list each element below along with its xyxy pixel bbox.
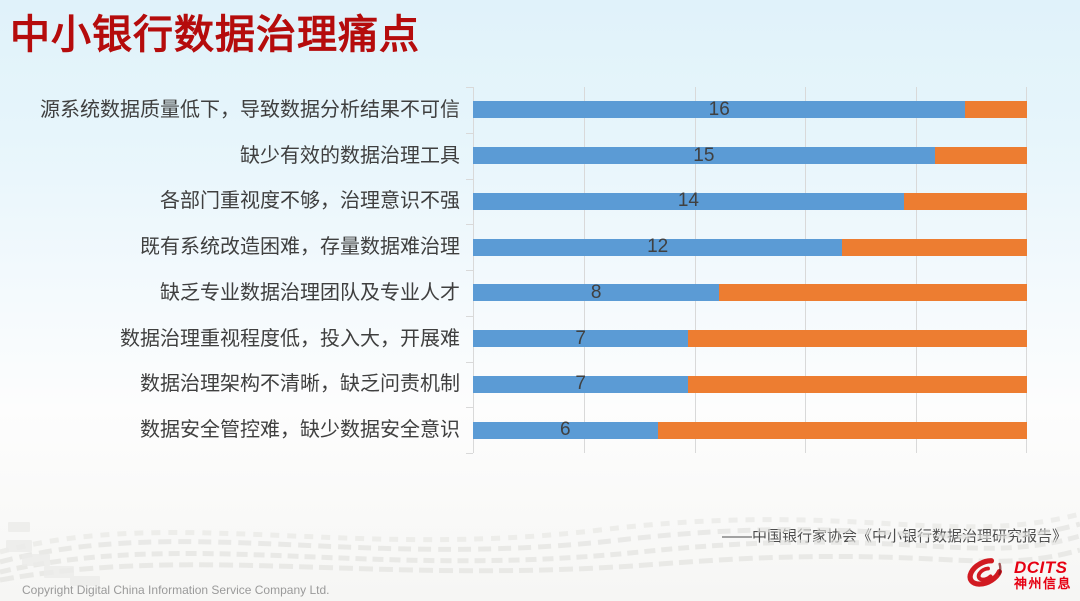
axis-tick [466,361,473,363]
category-label: 缺少有效的数据治理工具 [240,144,460,167]
gridline [805,87,807,453]
dcits-logo-brand: DCITS [1013,558,1068,578]
gridline [473,87,474,453]
chart-row: 数据治理架构不清晰，缺乏问责机制 7 [0,362,1027,408]
category-label: 数据治理重视程度低，投入大，开展难 [120,327,460,350]
bar-value-label: 15 [693,144,715,166]
bar-track: 7 [473,373,1027,395]
gridline [1026,87,1027,453]
bar-track: 7 [473,327,1027,349]
page-title: 中小银行数据治理痛点 [10,13,420,57]
axis-tick [466,270,473,271]
bar-track: 8 [473,281,1027,303]
bar-track: 16 [473,98,1027,120]
bar-segment-orange [934,147,1027,165]
category-label: 各部门重视度不够，治理意识不强 [160,190,460,213]
plot-area [466,87,1027,454]
pain-points-chart: 源系统数据质量低下，导致数据分析结果不可信 16 缺少有效的数据治理工具 15 各部门重… [0,87,1027,454]
bar-segment-blue: 12 [473,236,843,258]
bar-track: 6 [473,419,1027,441]
bar-value-label: 8 [590,281,602,303]
chart-row: 数据治理重视程度低，投入大，开展难 7 [0,316,1027,362]
category-label: 源系统数据质量低下，导致数据分析结果不可信 [40,98,460,121]
bar-segment-blue: 6 [473,419,658,441]
bar-value-label: 7 [575,327,586,349]
axis-tick [466,224,473,226]
bar-segment-blue: 16 [473,98,966,120]
copyright-text: Copyright Digital China Information Serv… [22,583,330,597]
chart-row: 各部门重视度不够，治理意识不强 14 [0,179,1027,225]
bar-segment-blue: 15 [473,144,935,166]
bar-value-label: 7 [575,373,586,395]
chart-row: 数据安全管控难，缺少数据安全意识 6 [0,407,1027,453]
dcits-logo-chinese: 神州信息 [1013,576,1072,592]
bar-track: 12 [473,236,1027,258]
bar-track: 15 [473,144,1027,166]
category-label: 既有系统改造困难，存量数据难治理 [140,236,460,259]
axis-tick [466,178,473,180]
category-label: 缺乏专业数据治理团队及专业人才 [160,281,460,304]
chart-row: 缺少有效的数据治理工具 15 [0,133,1027,179]
axis-tick [466,407,473,409]
bar-segment-orange [657,421,1027,439]
gridline [583,87,585,453]
bar-segment-orange [903,192,1027,210]
bar-value-label: 14 [677,190,699,212]
source-citation: ——中国银行家协会《中小银行数据治理研究报告》 [721,528,1067,545]
bar-segment-blue: 7 [473,327,689,349]
chart-row: 源系统数据质量低下，导致数据分析结果不可信 16 [0,87,1027,133]
category-label: 数据安全管控难，缺少数据安全意识 [140,419,460,442]
bar-value-label: 12 [647,236,669,258]
bar-segment-orange [719,284,1027,302]
gridline [694,87,696,453]
chart-row: 缺乏专业数据治理团队及专业人才 8 [0,270,1027,316]
bar-segment-orange [842,238,1027,256]
category-label: 数据治理架构不清晰，缺乏问责机制 [140,373,460,396]
axis-tick [466,453,473,454]
dcits-logo: DCITS 神州信息 [960,555,1072,595]
axis-tick [466,132,473,134]
chart-row: 既有系统改造困难，存量数据难治理 12 [0,224,1027,270]
bar-track: 14 [473,190,1027,212]
bar-segment-blue: 14 [473,190,904,212]
axis-tick [466,315,473,317]
bar-rows: 源系统数据质量低下，导致数据分析结果不可信 16 缺少有效的数据治理工具 15 各部门重… [0,87,1027,453]
bar-segment-orange [688,375,1027,393]
gridline [916,87,918,453]
bar-value-label: 16 [708,98,730,120]
bar-segment-blue: 8 [473,281,720,303]
dcits-swirl-icon [967,558,1003,587]
bar-segment-orange [965,101,1027,119]
axis-tick [466,87,473,88]
bar-segment-orange [688,330,1027,348]
bar-value-label: 6 [560,419,571,441]
bar-segment-blue: 7 [473,373,689,395]
